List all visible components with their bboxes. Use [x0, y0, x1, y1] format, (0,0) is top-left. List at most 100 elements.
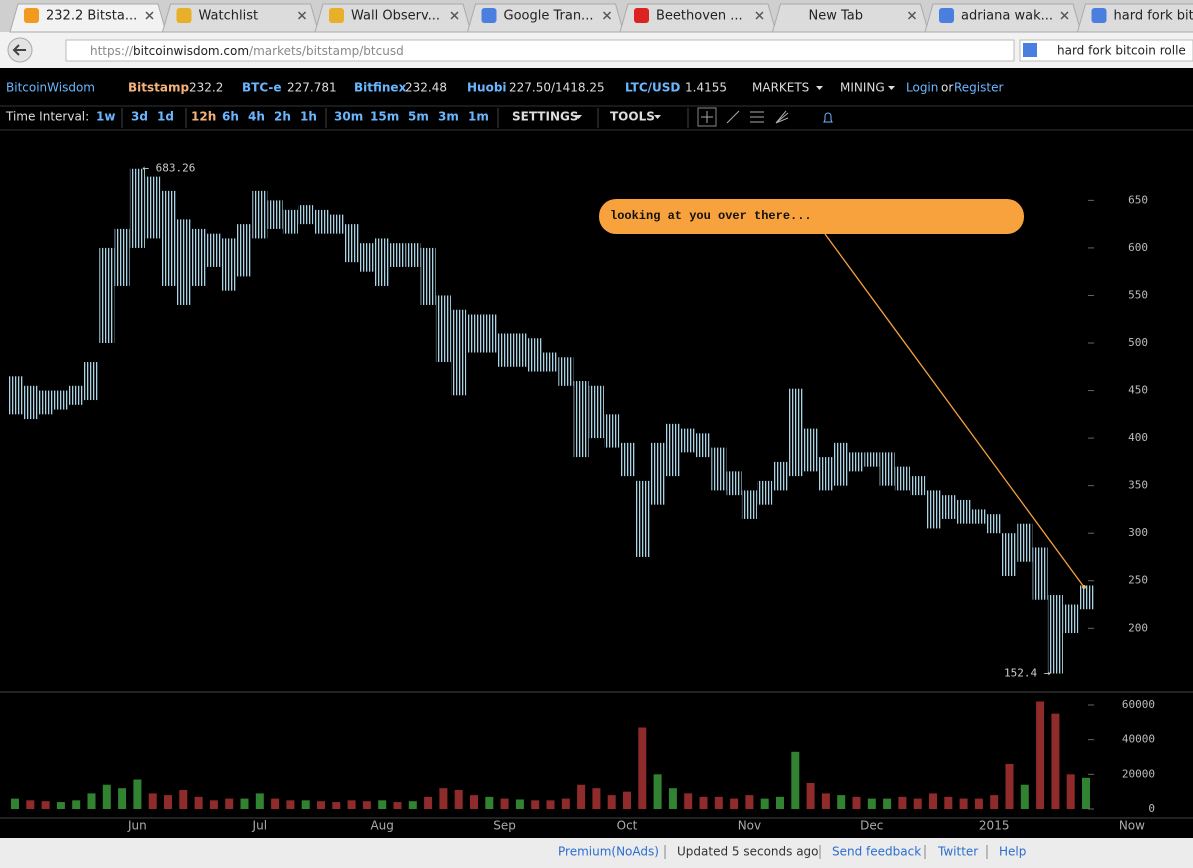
candle [53, 390, 69, 410]
exchange[interactable]: BTC-e [242, 81, 282, 95]
tab[interactable] [161, 3, 320, 33]
candle [328, 214, 344, 234]
y-tick-label: 40000 [1122, 733, 1155, 746]
interval[interactable]: 5m [408, 110, 429, 124]
volume-bar [668, 788, 677, 809]
tab[interactable] [9, 3, 167, 33]
register[interactable]: Register [954, 81, 1003, 95]
volume-bar [26, 800, 35, 809]
candle [1002, 533, 1017, 576]
candle [604, 414, 620, 448]
login[interactable]: Login [906, 81, 938, 95]
volume-bar [470, 795, 478, 809]
candle [864, 452, 880, 467]
footer-link[interactable]: Help [999, 845, 1026, 859]
candle [925, 490, 941, 529]
volume-bar [408, 801, 417, 809]
tab[interactable] [314, 3, 472, 33]
volume-bar [148, 793, 157, 809]
volume-bar [317, 801, 325, 809]
price: 232.48 [405, 81, 447, 95]
exchange[interactable]: Bitfinex [354, 81, 407, 95]
y-tick-label: 200 [1128, 621, 1148, 634]
volume-bar [1005, 763, 1014, 809]
interval[interactable]: 1w [96, 110, 115, 124]
exchange[interactable]: LTC/USD [625, 81, 680, 95]
candle [879, 452, 895, 486]
interval[interactable]: 4h [248, 110, 265, 124]
settings[interactable]: SETTINGS [512, 110, 579, 124]
tab[interactable] [771, 3, 930, 33]
tab-favicon [1091, 8, 1107, 23]
candle [38, 390, 54, 415]
url-field[interactable] [65, 39, 1015, 62]
tab[interactable] [619, 3, 777, 33]
tab[interactable] [466, 3, 625, 33]
candle [1063, 604, 1079, 634]
volume-bar [561, 798, 570, 809]
candle [405, 243, 421, 267]
interval[interactable]: 1m [468, 110, 489, 124]
interval[interactable]: 30m [334, 110, 363, 124]
candle [145, 176, 161, 239]
search-field[interactable] [1019, 39, 1193, 62]
app-background [0, 68, 1193, 838]
volume-bar [607, 795, 616, 809]
interval[interactable]: 3d [131, 110, 148, 124]
candle [359, 243, 375, 272]
candle [175, 219, 191, 305]
volume-bar [791, 751, 800, 809]
interval[interactable]: 12h [191, 110, 216, 124]
candle [374, 238, 390, 286]
volume-bar [776, 796, 784, 809]
exchange[interactable]: Bitstamp [128, 81, 189, 95]
interval[interactable]: 1d [157, 110, 174, 124]
candle [543, 352, 558, 372]
brand[interactable]: BitcoinWisdom [6, 81, 95, 95]
volume-bar [684, 793, 693, 809]
tool-icon[interactable] [701, 110, 789, 124]
interval[interactable]: 2h [274, 110, 291, 124]
volume-bar [485, 796, 494, 809]
candle [940, 495, 956, 519]
tools[interactable]: TOOLS [610, 110, 655, 124]
candle [1032, 547, 1048, 600]
interval[interactable]: 6h [222, 110, 239, 124]
tab-favicon [481, 8, 497, 23]
volume-bar [959, 798, 968, 809]
volume-bar [1066, 774, 1075, 809]
interval[interactable]: 3m [438, 110, 459, 124]
exchange[interactable]: Huobi [467, 81, 507, 95]
volume-bar [194, 796, 203, 809]
menu[interactable]: MINING [840, 81, 885, 95]
footer-link[interactable]: Premium(NoAds) [558, 845, 659, 859]
candle [497, 333, 513, 367]
candle [298, 205, 314, 225]
tab-favicon [176, 8, 192, 23]
footer-link[interactable]: Send feedback [832, 845, 921, 859]
volume-bar [852, 796, 861, 809]
volume-bar [56, 802, 65, 809]
menu[interactable]: MARKETS [752, 81, 809, 95]
interval[interactable]: 1h [300, 110, 317, 124]
candle [833, 442, 849, 486]
interval[interactable]: 15m [370, 110, 399, 124]
tab[interactable] [924, 3, 1082, 33]
footer-link[interactable]: Twitter [937, 845, 978, 859]
url: https://bitcoinwisdom.com/markets/bitsta… [90, 44, 404, 58]
candle [390, 243, 405, 267]
volume-bar [730, 798, 739, 809]
candle [282, 209, 298, 234]
volume-bar [347, 800, 356, 809]
alert-icon[interactable] [823, 112, 833, 123]
y-tick-label: 350 [1128, 479, 1148, 492]
candle [818, 457, 834, 491]
tab-favicon [329, 8, 344, 23]
volume-bar [1082, 777, 1090, 809]
volume-bar [990, 795, 999, 809]
search-engine-icon [1023, 43, 1037, 57]
tool-icon[interactable] [697, 107, 717, 127]
tab-title: Google Tran... [504, 9, 594, 24]
candle [680, 428, 696, 453]
